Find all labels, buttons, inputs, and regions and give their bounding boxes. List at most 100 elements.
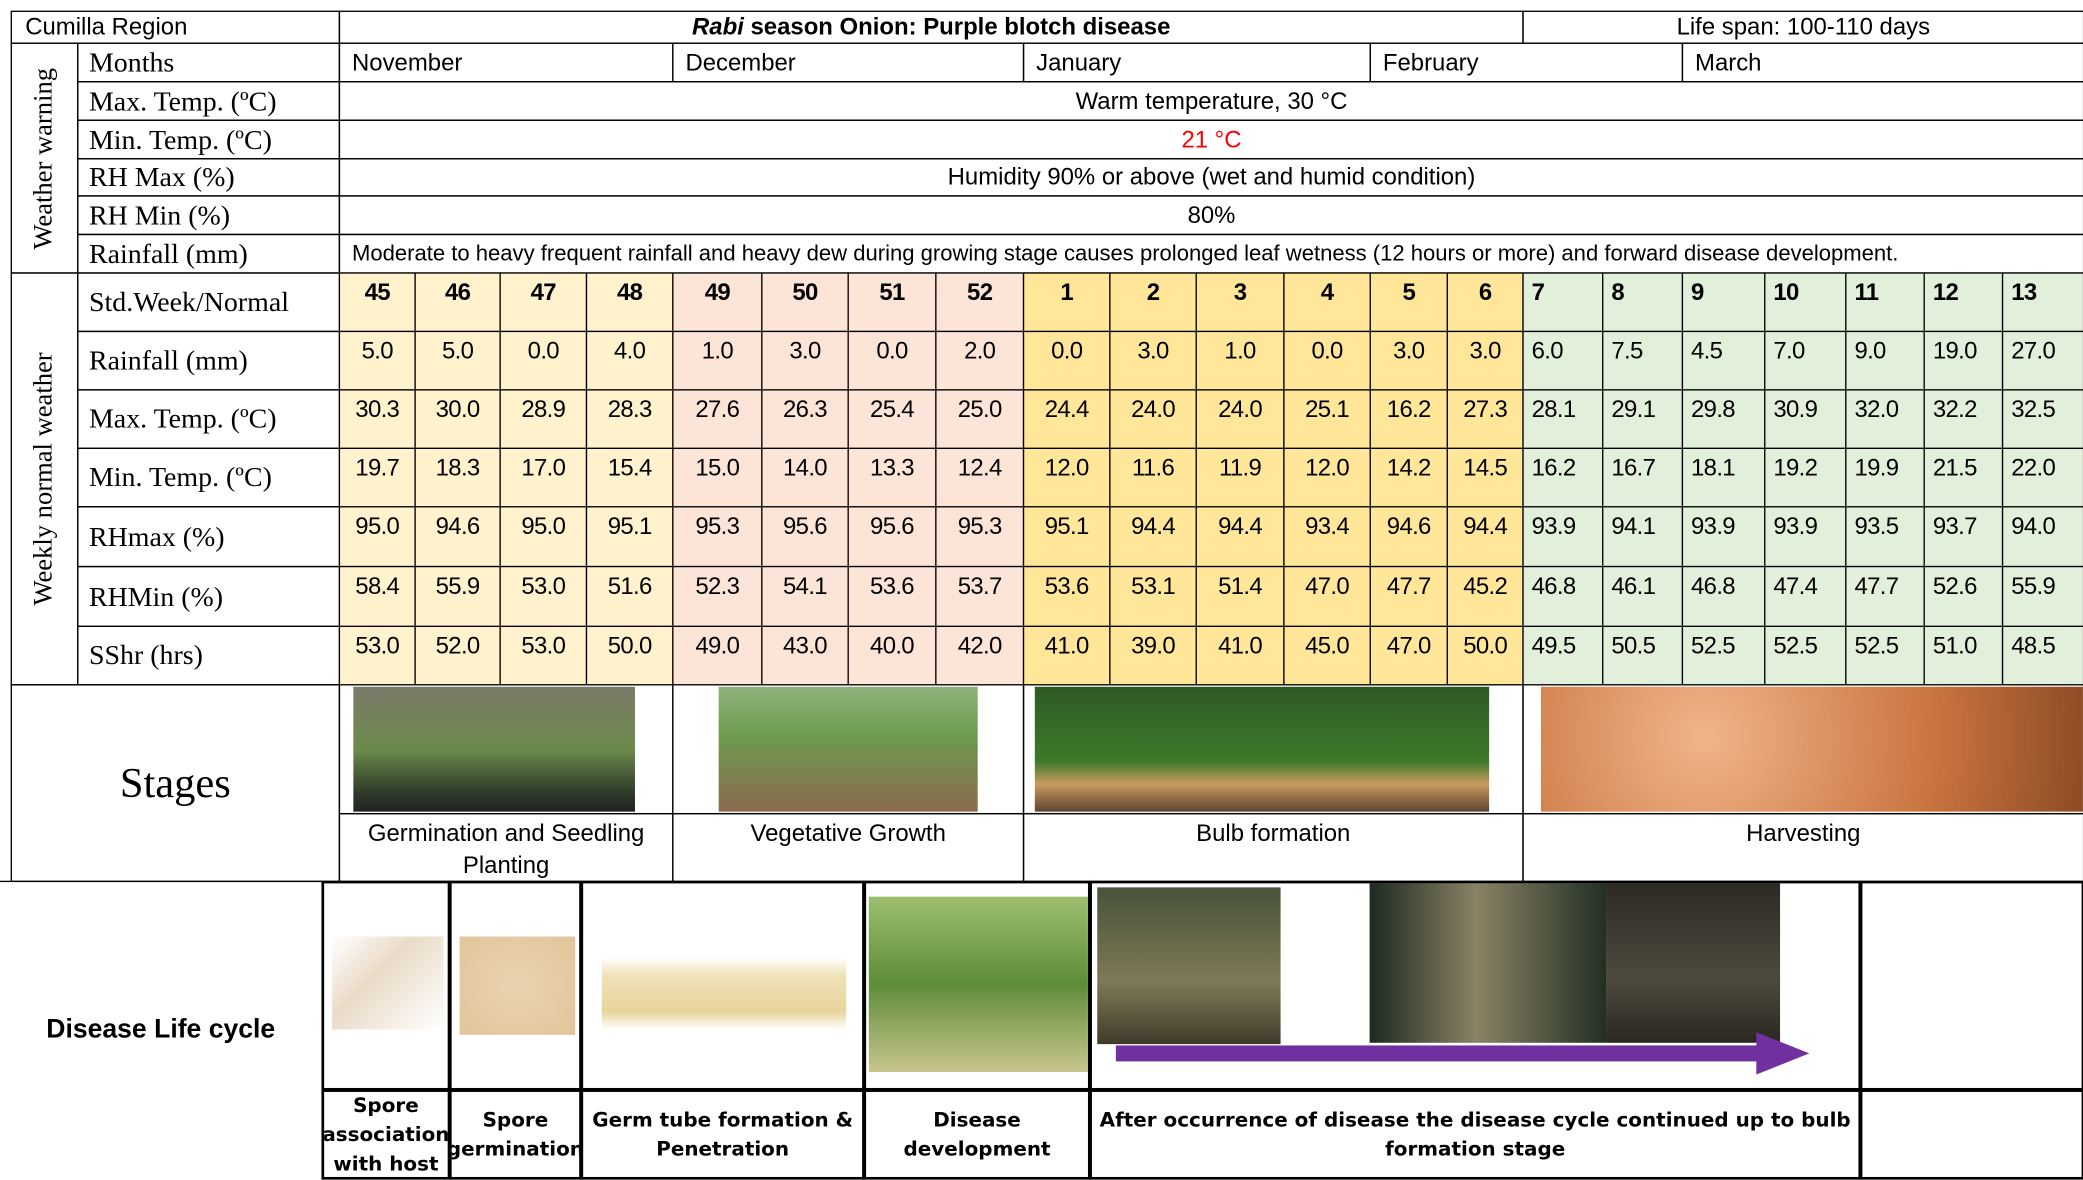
weather-value: 30.3 bbox=[338, 389, 416, 449]
weather-value: 50.5 bbox=[1602, 625, 1684, 686]
weather-value: 53.6 bbox=[847, 565, 937, 628]
month: March bbox=[1681, 42, 2083, 83]
weather-value: 0.0 bbox=[847, 330, 937, 391]
weather-value: 12.0 bbox=[1283, 447, 1371, 508]
weather-value: 41.0 bbox=[1022, 625, 1111, 686]
life-cycle-image bbox=[332, 936, 444, 1030]
weather-value: 22.0 bbox=[2001, 447, 2083, 508]
weather-value: 3.0 bbox=[761, 330, 849, 391]
weather-value: 53.7 bbox=[935, 565, 1025, 628]
weather-value: 55.9 bbox=[2001, 565, 2083, 628]
weather-value: 53.0 bbox=[338, 625, 416, 686]
stage-name: Bulb formation bbox=[1022, 812, 1524, 883]
warning-text: 21 °C bbox=[338, 119, 2083, 160]
life-cycle-step: Spore germination bbox=[448, 1089, 582, 1180]
weather-value: 45.0 bbox=[1283, 625, 1371, 686]
weather-value: 28.3 bbox=[585, 389, 674, 449]
weather-value: 18.1 bbox=[1681, 447, 1766, 508]
weather-value: 14.0 bbox=[761, 447, 849, 508]
weather-value: 93.4 bbox=[1283, 506, 1371, 568]
warning-text: 80% bbox=[338, 195, 2083, 236]
stage-image-cell bbox=[1022, 684, 1524, 815]
row-label: Min. Temp. (ºC) bbox=[77, 119, 341, 160]
row-label: Rainfall (mm) bbox=[77, 233, 341, 274]
weather-value: 94.4 bbox=[1446, 506, 1524, 568]
life-cycle-step: Spore association with host bbox=[321, 1089, 451, 1180]
week-number: 5 bbox=[1369, 272, 1448, 333]
life-cycle-step: Germ tube formation & Penetration bbox=[580, 1089, 865, 1180]
weather-value: 17.0 bbox=[499, 447, 588, 508]
weather-value: 94.0 bbox=[2001, 506, 2083, 568]
week-number: 50 bbox=[761, 272, 849, 333]
week-number: 12 bbox=[1923, 272, 2004, 333]
stage-image-cell bbox=[672, 684, 1025, 815]
weather-value: 52.5 bbox=[1681, 625, 1766, 686]
weather-value: 27.3 bbox=[1446, 389, 1524, 449]
weather-value: 52.3 bbox=[672, 565, 763, 628]
week-number: 46 bbox=[414, 272, 501, 333]
weather-value: 19.7 bbox=[338, 447, 416, 508]
weather-value: 0.0 bbox=[499, 330, 588, 391]
week-number: 2 bbox=[1109, 272, 1197, 333]
weather-value: 95.1 bbox=[585, 506, 674, 568]
empty-cell bbox=[1859, 880, 2083, 1091]
weather-value: 42.0 bbox=[935, 625, 1025, 686]
weather-value: 4.0 bbox=[585, 330, 674, 391]
weather-value: 95.6 bbox=[847, 506, 937, 568]
weather-value: 3.0 bbox=[1109, 330, 1197, 391]
weather-value: 46.1 bbox=[1602, 565, 1684, 628]
life-cycle-image-cell bbox=[863, 880, 1091, 1091]
weather-value: 93.5 bbox=[1845, 506, 1925, 568]
warning-text: Moderate to heavy frequent rainfall and … bbox=[338, 233, 2083, 274]
row-label: Max. Temp. (ºC) bbox=[77, 81, 341, 121]
row-label: Rainfall (mm) bbox=[77, 330, 341, 391]
row-label: SShr (hrs) bbox=[77, 625, 341, 686]
disease-photo bbox=[1369, 883, 1607, 1043]
weather-value: 9.0 bbox=[1845, 330, 1925, 391]
weather-value: 94.4 bbox=[1195, 506, 1285, 568]
weather-value: 53.6 bbox=[1022, 565, 1111, 628]
weather-value: 45.2 bbox=[1446, 565, 1524, 628]
weather-value: 5.0 bbox=[338, 330, 416, 391]
week-number: 7 bbox=[1522, 272, 1604, 333]
weather-value: 24.0 bbox=[1109, 389, 1197, 449]
text: Weather warning bbox=[29, 67, 59, 249]
weather-value: 95.3 bbox=[935, 506, 1025, 568]
weather-value: 54.1 bbox=[761, 565, 849, 628]
weather-value: 52.5 bbox=[1764, 625, 1847, 686]
weather-value: 50.0 bbox=[1446, 625, 1524, 686]
text: season Onion: Purple blotch disease bbox=[750, 13, 1171, 40]
weather-value: 19.0 bbox=[1923, 330, 2004, 391]
week-number: 3 bbox=[1195, 272, 1285, 333]
row-label: Max. Temp. (ºC) bbox=[77, 389, 341, 449]
weather-value: 95.3 bbox=[672, 506, 763, 568]
weather-value: 32.2 bbox=[1923, 389, 2004, 449]
month: November bbox=[338, 42, 674, 83]
weather-value: 58.4 bbox=[338, 565, 416, 628]
weather-value: 4.5 bbox=[1681, 330, 1766, 391]
weather-value: 21.5 bbox=[1923, 447, 2004, 508]
weather-value: 52.6 bbox=[1923, 565, 2004, 628]
life-cycle-step: Disease development bbox=[863, 1089, 1091, 1180]
month: January bbox=[1022, 42, 1371, 83]
weather-value: 12.4 bbox=[935, 447, 1025, 508]
weather-value: 46.8 bbox=[1522, 565, 1604, 628]
weather-value: 7.5 bbox=[1602, 330, 1684, 391]
weather-value: 19.2 bbox=[1764, 447, 1847, 508]
week-number: 45 bbox=[338, 272, 416, 333]
weather-value: 49.0 bbox=[672, 625, 763, 686]
weather-value: 28.1 bbox=[1522, 389, 1604, 449]
week-number: 52 bbox=[935, 272, 1025, 333]
weather-value: 48.5 bbox=[2001, 625, 2083, 686]
stage-name: Vegetative Growth bbox=[672, 812, 1025, 883]
weather-value: 24.4 bbox=[1022, 389, 1111, 449]
weather-value: 53.1 bbox=[1109, 565, 1197, 628]
weather-value: 51.0 bbox=[1923, 625, 2004, 686]
weather-value: 94.1 bbox=[1602, 506, 1684, 568]
weather-value: 49.5 bbox=[1522, 625, 1604, 686]
stage-image-cell bbox=[1522, 684, 2083, 815]
weekly-weather-label: Weekly normal weather bbox=[10, 272, 79, 686]
weather-value: 24.0 bbox=[1195, 389, 1285, 449]
weather-value: 25.1 bbox=[1283, 389, 1371, 449]
